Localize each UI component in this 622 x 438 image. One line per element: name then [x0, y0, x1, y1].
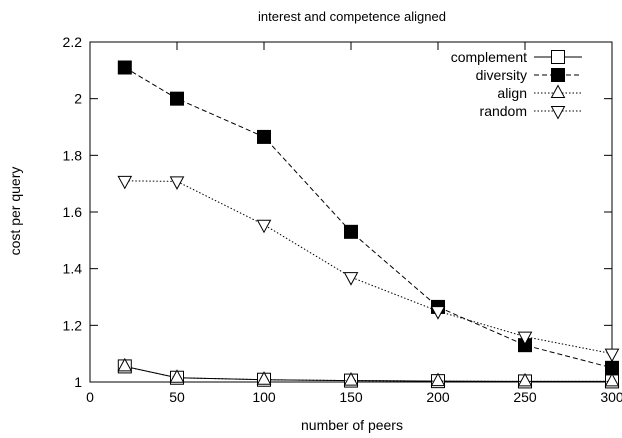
- legend-label: diversity: [476, 67, 527, 83]
- series-line-align: [124, 365, 612, 382]
- series-align: [117, 357, 620, 387]
- legend-item-diversity: diversity: [476, 67, 582, 83]
- data-point-random: [343, 272, 359, 286]
- data-point-align: [256, 371, 272, 385]
- x-tick-label: 100: [252, 389, 276, 405]
- x-tick-label: 0: [86, 389, 94, 405]
- legend-item-complement: complement: [451, 49, 582, 65]
- x-tick-label: 300: [600, 389, 622, 405]
- data-point-random: [117, 175, 133, 190]
- x-axis-label: number of peers: [301, 417, 403, 433]
- data-point-diversity: [117, 60, 132, 75]
- legend-item-random: random: [480, 103, 582, 120]
- data-point-align: [117, 357, 133, 372]
- y-tick-label: 1.8: [63, 147, 83, 163]
- legend-label: complement: [451, 49, 527, 65]
- legend: complement diversity align random: [451, 49, 582, 120]
- x-tick-label: 200: [426, 389, 450, 405]
- axis-ticks: 0 50 100 150 200 250 300 1 1.2 1.4 1.6 1.8 2 2.2: [63, 34, 622, 405]
- data-point-random: [256, 219, 272, 234]
- series-complement: [117, 359, 619, 389]
- series-line-random: [124, 180, 613, 355]
- data-point-align: [517, 372, 533, 387]
- legend-marker-random: [550, 106, 566, 120]
- legend-label: random: [480, 103, 527, 119]
- data-point-diversity: [257, 129, 271, 144]
- data-point-align: [430, 372, 446, 387]
- chart-title: interest and competence aligned: [258, 9, 446, 24]
- x-tick-label: 50: [169, 389, 185, 405]
- y-tick-label: 1: [74, 374, 82, 390]
- series-diversity: [117, 60, 619, 375]
- data-point-random: [430, 306, 446, 320]
- data-point-align: [169, 369, 185, 383]
- legend-marker-complement: [551, 50, 565, 64]
- y-tick-label: 1.2: [63, 317, 83, 333]
- series-random: [117, 175, 620, 363]
- data-point-random: [517, 331, 533, 346]
- series-line-complement: [124, 365, 612, 382]
- legend-item-align: align: [497, 84, 582, 101]
- series-line-diversity: [124, 67, 613, 369]
- y-tick-label: 2: [74, 91, 82, 107]
- y-axis-label: cost per query: [7, 167, 23, 256]
- data-point-random: [604, 348, 620, 363]
- x-tick-label: 250: [513, 389, 537, 405]
- y-tick-label: 2.2: [63, 34, 83, 50]
- data-point-diversity: [605, 360, 619, 375]
- y-tick-label: 1.4: [63, 261, 83, 277]
- legend-label: align: [497, 85, 527, 101]
- legend-marker-align: [550, 84, 566, 98]
- y-tick-label: 1.6: [63, 204, 83, 220]
- data-point-align: [343, 372, 359, 386]
- data-point-align: [604, 372, 620, 387]
- legend-marker-diversity: [551, 68, 565, 82]
- data-point-diversity: [170, 91, 184, 106]
- x-tick-label: 150: [339, 389, 363, 405]
- data-point-random: [169, 176, 185, 190]
- series-layer: [117, 60, 620, 389]
- data-point-diversity: [344, 224, 358, 239]
